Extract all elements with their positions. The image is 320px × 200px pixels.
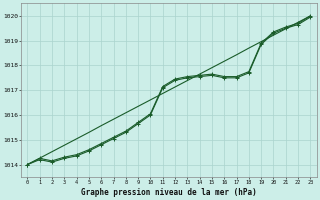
X-axis label: Graphe pression niveau de la mer (hPa): Graphe pression niveau de la mer (hPa): [81, 188, 257, 197]
